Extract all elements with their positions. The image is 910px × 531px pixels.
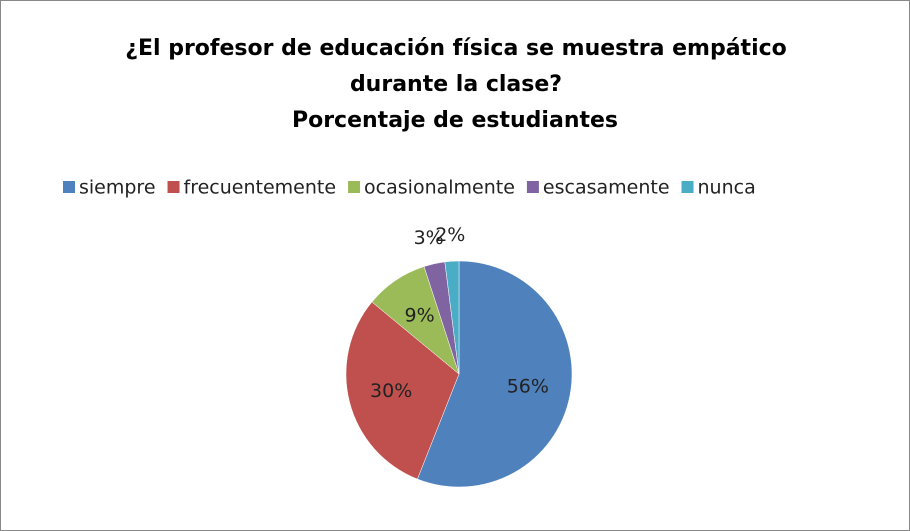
- legend-label: ocasionalmente: [364, 177, 515, 199]
- data-label: 3%: [414, 227, 444, 249]
- legend-label: siempre: [79, 177, 156, 199]
- data-label: 2%: [435, 224, 465, 246]
- legend-swatch: [167, 181, 180, 193]
- legend-label: nunca: [698, 177, 756, 199]
- data-label: 30%: [370, 380, 412, 402]
- data-label: 9%: [405, 305, 435, 327]
- legend-swatch: [681, 181, 694, 193]
- chart-subtitle: Porcentaje de estudiantes: [291, 108, 619, 133]
- pie-slice: [444, 260, 460, 375]
- legend-label: frecuentemente: [184, 177, 337, 199]
- legend-swatch: [63, 181, 75, 193]
- data-label: 56%: [507, 376, 549, 398]
- chart-title: ¿El profesor de educación física se mues…: [125, 36, 787, 97]
- pie-slice: [345, 301, 460, 480]
- legend-label: escasamente: [543, 177, 670, 199]
- legend-swatch: [348, 181, 361, 193]
- pie-slice: [417, 260, 573, 488]
- legend-swatch: [526, 181, 539, 193]
